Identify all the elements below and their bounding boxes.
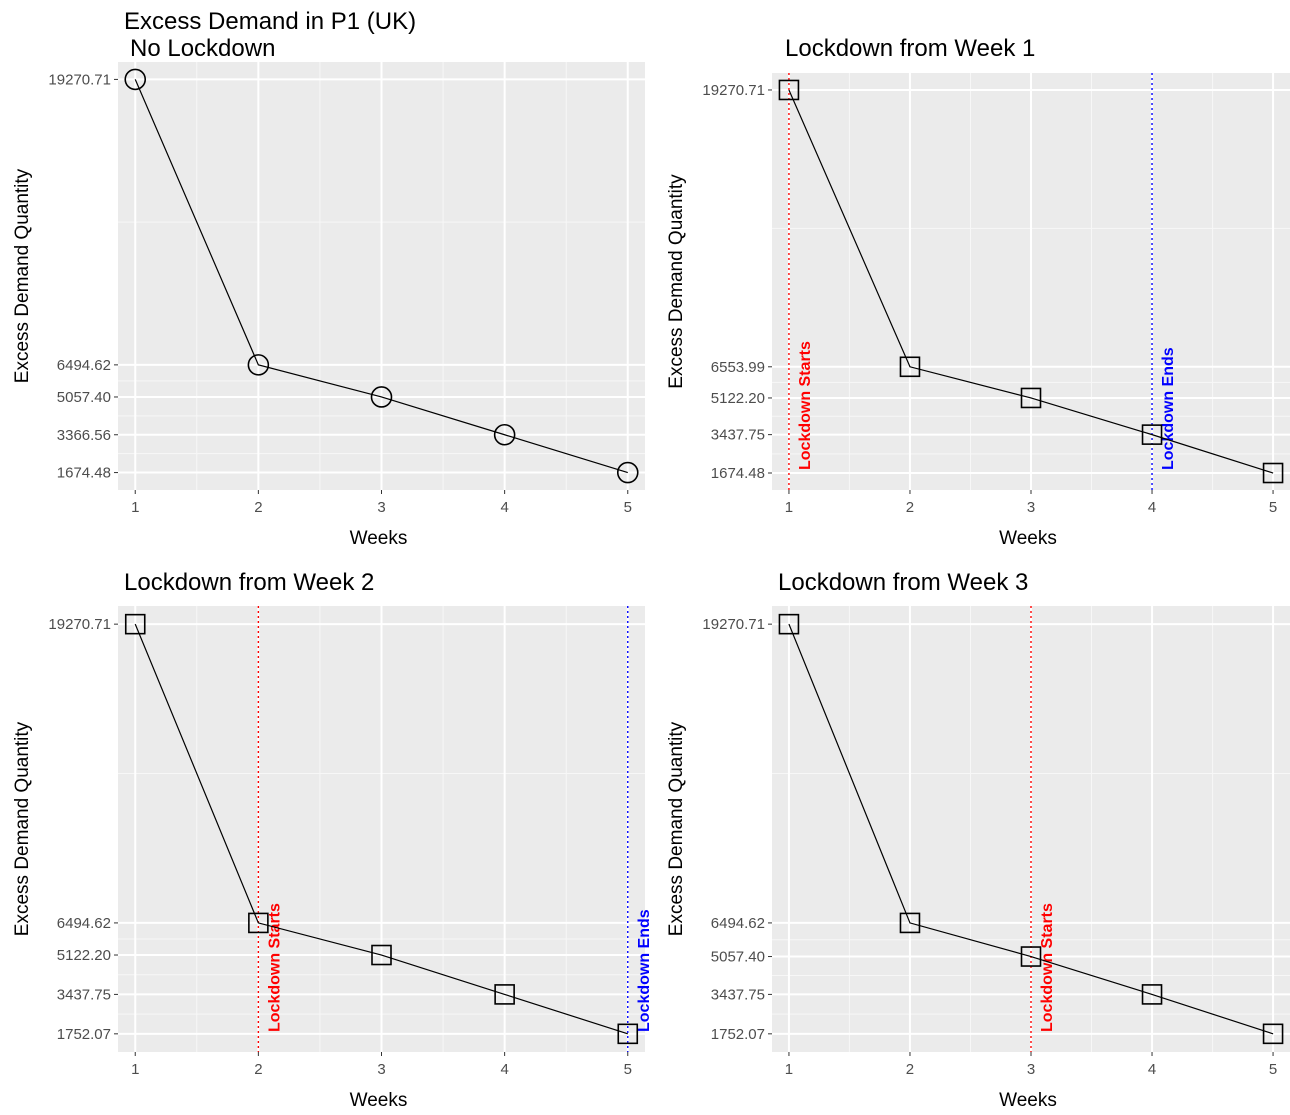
data-point <box>899 912 921 934</box>
data-point <box>1141 984 1163 1005</box>
data-point <box>248 912 269 934</box>
y-tick-label: 19270.71 <box>48 71 111 88</box>
vline-label: Lockdown Starts <box>1039 903 1056 1032</box>
x-axis-title: Weeks <box>999 528 1057 549</box>
y-tick-label: 3366.56 <box>57 427 111 444</box>
x-tick-label: 5 <box>1269 1061 1277 1078</box>
x-axis-title: Weeks <box>350 528 408 549</box>
vline-label: Lockdown Starts <box>266 903 283 1032</box>
data-point <box>778 79 800 101</box>
y-axis-title: Excess Demand Quantity <box>12 721 33 936</box>
series-line <box>134 623 628 1035</box>
y-tick-label: 3437.75 <box>711 427 765 444</box>
panel-title: No Lockdown <box>130 35 275 62</box>
x-tick-label: 2 <box>254 499 262 516</box>
x-tick-label: 4 <box>500 499 508 516</box>
data-point <box>124 68 147 91</box>
y-axis-title: Excess Demand Quantity <box>666 174 687 389</box>
y-tick-label: 1674.48 <box>57 465 111 482</box>
data-point <box>1020 387 1042 409</box>
panel-title: Lockdown from Week 3 <box>778 569 1028 596</box>
x-tick-label: 5 <box>624 1061 632 1078</box>
x-tick-label: 3 <box>377 499 385 516</box>
y-tick-label: 3437.75 <box>711 986 765 1003</box>
x-tick-label: 4 <box>1148 499 1156 516</box>
chart-panel-1: 1 2 3 4 5 19270.71 6494.62 5057.40 3366.56 1674.4… <box>12 35 645 549</box>
y-tick-label: 5057.40 <box>711 949 765 966</box>
x-tick-label: 5 <box>624 499 632 516</box>
series-line <box>788 89 1274 474</box>
data-point <box>617 1023 639 1045</box>
chart-panel-4: 1 2 3 4 5 19270.71 6494.62 5057.40 3437.75 1752.0… <box>666 569 1290 1111</box>
y-tick-label: 19270.71 <box>48 616 111 633</box>
data-point <box>1262 462 1284 484</box>
series-line <box>134 79 628 474</box>
y-axis-title: Excess Demand Quantity <box>12 168 33 383</box>
x-axis-title: Weeks <box>999 1090 1057 1111</box>
data-point <box>616 461 639 484</box>
x-tick-label: 3 <box>377 1061 385 1078</box>
x-tick-label: 1 <box>131 1061 139 1078</box>
y-tick-label: 3437.75 <box>57 986 111 1003</box>
y-tick-label: 19270.71 <box>702 616 765 633</box>
chart-panel-2: 1 2 3 4 5 19270.71 6553.99 5122.20 3437.75 1674.4… <box>666 35 1290 549</box>
data-point <box>371 944 392 966</box>
y-tick-label: 1752.07 <box>57 1026 111 1043</box>
vline-label: Lockdown Ends <box>1160 347 1177 470</box>
y-tick-label: 6494.62 <box>57 915 111 932</box>
vline-label: Lockdown Starts <box>797 341 814 470</box>
x-tick-label: 4 <box>500 1061 508 1078</box>
data-point <box>247 354 270 376</box>
y-tick-label: 19270.71 <box>702 82 765 99</box>
data-point <box>1141 424 1163 445</box>
x-tick-label: 1 <box>785 1061 793 1078</box>
x-tick-label: 5 <box>1269 499 1277 516</box>
y-tick-label: 6494.62 <box>57 357 111 374</box>
series-line <box>788 623 1274 1035</box>
data-point <box>124 613 146 635</box>
y-axis-title: Excess Demand Quantity <box>666 721 687 936</box>
data-point <box>370 386 393 408</box>
x-tick-label: 2 <box>254 1061 262 1078</box>
data-point <box>493 423 516 446</box>
vline-label: Lockdown Ends <box>636 909 653 1032</box>
chart-panel-3: 1 2 3 4 5 19270.71 6494.62 5122.20 3437.75 1752.0… <box>12 569 653 1111</box>
data-point <box>494 984 515 1005</box>
x-tick-label: 3 <box>1027 1061 1035 1078</box>
y-tick-label: 6553.99 <box>711 359 765 376</box>
figure-title: Excess Demand in P1 (UK) <box>124 8 416 35</box>
data-point <box>778 613 800 635</box>
x-tick-label: 3 <box>1027 499 1035 516</box>
y-tick-label: 1674.48 <box>711 465 765 482</box>
x-tick-label: 4 <box>1148 1061 1156 1078</box>
y-tick-label: 5122.20 <box>57 947 111 964</box>
x-tick-label: 1 <box>131 499 139 516</box>
data-point <box>899 356 921 378</box>
y-tick-label: 5057.40 <box>57 389 111 406</box>
y-tick-label: 1752.07 <box>711 1026 765 1043</box>
panel-title: Lockdown from Week 1 <box>785 35 1035 62</box>
x-tick-label: 2 <box>906 1061 914 1078</box>
panel-title: Lockdown from Week 2 <box>124 569 374 596</box>
x-tick-label: 1 <box>785 499 793 516</box>
y-tick-label: 5122.20 <box>711 390 765 407</box>
y-tick-label: 6494.62 <box>711 915 765 932</box>
data-point <box>1020 946 1042 967</box>
x-axis-title: Weeks <box>350 1090 408 1111</box>
data-point <box>1262 1023 1284 1045</box>
x-tick-label: 2 <box>906 499 914 516</box>
